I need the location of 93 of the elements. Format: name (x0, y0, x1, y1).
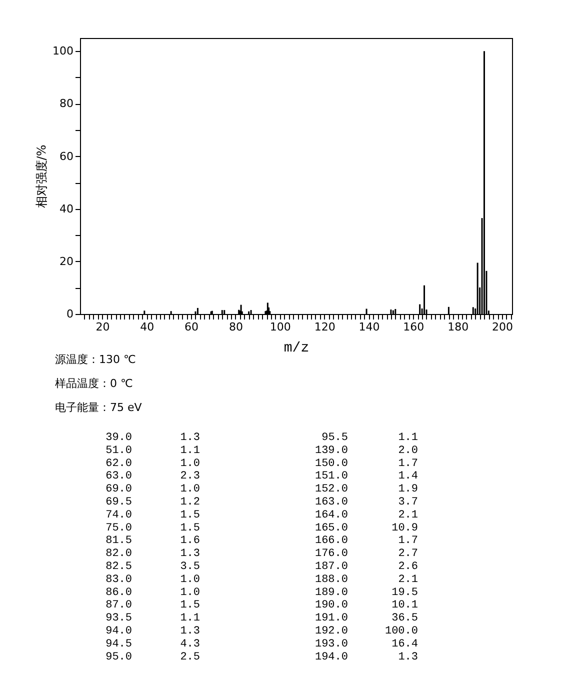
text: 1.4 (398, 470, 418, 483)
text: 39.0 (106, 432, 132, 444)
y-tick-label: 20 (60, 254, 74, 268)
text: 100.0 (384, 626, 418, 638)
text: 191.0 (314, 612, 348, 625)
text: 94.0 (106, 626, 132, 638)
y-tick-label: 40 (60, 202, 74, 216)
text: 93.5 (106, 612, 132, 625)
text: 1.3 (180, 548, 200, 560)
text: 163.0 (314, 496, 348, 508)
text: 194.0 (314, 651, 348, 664)
text: 82.0 (106, 548, 132, 560)
text: 1.7 (398, 458, 418, 470)
x-axis-title: m/z (284, 340, 310, 356)
text: 152.0 (314, 484, 348, 496)
text: 1.5 (180, 522, 200, 534)
text: 3.7 (398, 496, 418, 508)
text: 1.0 (180, 586, 200, 599)
text: 2.6 (398, 561, 418, 573)
text: 81.5 (106, 535, 132, 548)
text: 51.0 (106, 444, 132, 457)
y-tick-label: 60 (60, 150, 74, 163)
text: 1.5 (180, 600, 200, 612)
text: 1.9 (398, 484, 418, 496)
x-tick-label: 160 (403, 320, 424, 334)
text: 16.4 (392, 638, 418, 650)
text: 2.0 (398, 444, 418, 457)
text: 1.0 (180, 574, 200, 586)
text: 176.0 (314, 548, 348, 560)
text: 10.9 (392, 522, 418, 534)
text: 2.1 (398, 574, 418, 586)
text: 2.1 (398, 509, 418, 522)
text: 源温度：130 ℃ (55, 353, 136, 366)
text: 1.3 (180, 432, 200, 444)
x-tick-label: 60 (184, 320, 199, 334)
y-tick-label: 100 (52, 44, 74, 58)
text: 150.0 (314, 458, 348, 470)
text: 83.0 (106, 574, 132, 586)
text: 69.5 (106, 496, 132, 508)
text: 87.0 (106, 600, 132, 612)
text: 36.5 (392, 612, 418, 625)
text: 2.7 (398, 548, 418, 560)
text: 86.0 (106, 586, 132, 599)
text: 1.0 (180, 484, 200, 496)
text: 电子能量：75 eV (55, 401, 142, 414)
text: 2.3 (180, 470, 200, 483)
text: 74.0 (106, 509, 132, 522)
text: 190.0 (314, 600, 348, 612)
text: 1.6 (180, 535, 200, 548)
x-tick-label: 120 (314, 320, 336, 334)
text: 139.0 (314, 444, 348, 457)
text: 1.0 (180, 458, 200, 470)
x-tick-label: 20 (96, 320, 110, 334)
text: 10.1 (392, 600, 418, 612)
text: 193.0 (314, 638, 348, 650)
text: 4.3 (180, 638, 200, 650)
x-tick-label: 40 (140, 320, 154, 334)
x-tick-label: 180 (448, 320, 469, 334)
text: 3.5 (180, 561, 200, 573)
y-axis-title: 相对强度/% (34, 144, 49, 208)
text: 192.0 (314, 626, 348, 638)
text: 19.5 (392, 586, 418, 599)
text: 165.0 (314, 522, 348, 534)
text: 1.5 (180, 509, 200, 522)
text: 95.0 (106, 651, 132, 664)
text: 82.5 (106, 561, 132, 573)
text: 1.3 (180, 626, 200, 638)
text: 151.0 (314, 470, 348, 483)
text: 1.2 (180, 496, 200, 508)
x-tick-label: 100 (270, 320, 291, 334)
text: 75.0 (106, 522, 132, 534)
text: 2.5 (180, 651, 200, 664)
text: 69.0 (106, 484, 132, 496)
y-tick-label: 0 (66, 308, 74, 320)
text: 188.0 (314, 574, 348, 586)
text: 189.0 (314, 586, 348, 599)
text: 样品温度：0 ℃ (55, 377, 133, 390)
x-tick-label: 140 (358, 320, 380, 334)
text: 62.0 (106, 458, 132, 470)
text: 1.7 (398, 535, 418, 548)
text: 164.0 (314, 509, 348, 522)
text: 1.1 (180, 612, 200, 625)
y-tick-label: 80 (60, 97, 74, 110)
text: 166.0 (314, 535, 348, 548)
text: 95.5 (322, 432, 348, 444)
x-tick-label: 80 (228, 320, 243, 334)
x-tick-label: 200 (492, 320, 514, 334)
text: 94.5 (106, 638, 132, 650)
text: 63.0 (106, 470, 132, 483)
text: 1.3 (398, 651, 418, 664)
text: 1.1 (180, 444, 200, 457)
text: 1.1 (398, 432, 418, 444)
text: 187.0 (314, 561, 348, 573)
